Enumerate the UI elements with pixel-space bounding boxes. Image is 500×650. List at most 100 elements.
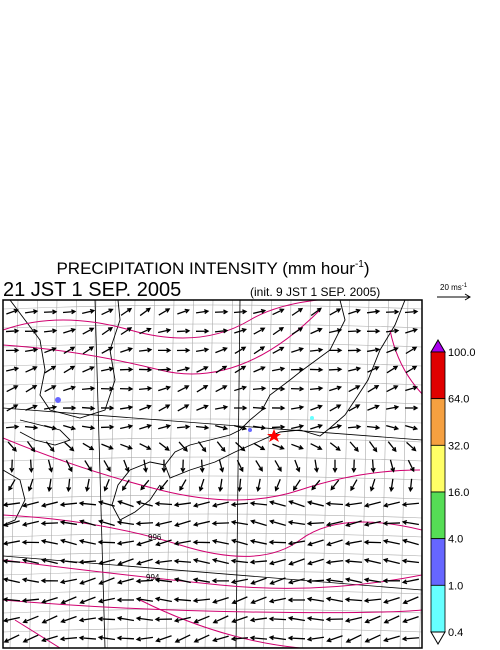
major-grid-line [94,300,106,648]
grid-line [3,627,422,633]
wind-arrow [271,424,286,430]
wind-arrow [196,404,209,411]
wind-arrow [294,459,301,473]
wind-arrow [157,366,172,372]
wind-arrow [43,309,58,315]
wind-arrow [307,558,324,566]
wind-arrow [216,441,226,453]
reference-vector-label: 20 ms-1 [440,283,468,292]
wind-arrow [25,366,38,373]
wind-arrow [59,502,78,507]
wind-arrow [309,367,324,373]
wind-arrow [63,327,77,334]
grid-line [3,589,422,595]
wind-arrow [234,365,247,374]
wind-arrow [287,635,306,641]
wind-arrow [366,309,381,315]
wind-arrow [63,346,76,355]
wind-arrow [274,460,282,472]
wind-arrow [382,520,401,526]
wind-arrow [59,636,78,642]
wind-arrow [211,558,229,565]
wind-arrow [237,478,243,493]
wind-arrow [27,478,34,492]
wind-arrow [328,328,343,334]
wind-arrow [344,616,362,623]
wind-arrow [40,539,58,545]
wind-arrow [231,596,248,605]
wind-arrow [63,424,77,431]
wind-arrow [22,634,39,643]
wind-arrow [235,441,246,452]
wind-arrow [82,308,96,315]
wind-arrow [177,366,191,372]
wind-arrow [82,442,95,451]
wind-arrow [407,459,415,473]
wind-arrow [24,309,39,315]
grid-line [243,300,253,648]
wind-arrow [196,366,209,373]
wind-arrow [103,460,111,472]
wind-arrow [5,328,20,334]
wind-arrow [348,404,361,412]
wind-arrow [287,578,305,585]
wind-arrow [193,634,210,643]
isobar [139,599,301,648]
wind-arrow [65,459,73,473]
colorbar-label: 32.0 [448,440,469,452]
wind-arrow [249,501,268,506]
wind-arrow [211,538,229,545]
wind-arrow [329,404,342,412]
wind-arrow [154,616,173,622]
wind-arrow [21,539,40,545]
wind-arrow [212,597,229,604]
wind-arrow [269,577,286,585]
wind-arrow [211,520,230,526]
wind-arrow [310,423,323,430]
grid-line [224,300,233,648]
wind-arrow [78,501,97,506]
wind-arrow [344,597,363,603]
wind-arrow [325,559,344,565]
grid-line [3,399,422,405]
wind-arrow [290,386,305,392]
wind-arrow [79,577,96,585]
wind-arrow [100,424,115,430]
wind-arrow [363,539,382,545]
grid-line [29,300,38,648]
grid-line [87,300,97,648]
wind-arrow [215,365,228,374]
reference-arrow [437,293,471,301]
wind-arrow [329,385,343,392]
wind-arrow [3,540,20,546]
wind-arrow [121,479,130,491]
wind-arrow [177,385,190,393]
wind-arrow [382,538,400,545]
wind-arrow [268,635,287,641]
major-grid-line [3,407,422,441]
wind-arrow [382,558,400,565]
wind-arrow [249,538,267,545]
colorbar-segment [430,351,446,400]
wind-arrow [386,365,399,374]
colorbar-segment [430,584,446,633]
wind-arrow [287,615,306,622]
init-time: (init. 9 JST 1 SEP. 2005) [250,285,380,299]
wind-arrow [6,366,20,372]
isobar [3,300,420,339]
wind-arrow [230,538,248,546]
map-frame [2,299,423,649]
wind-arrow [117,558,134,566]
title-superscript: -1 [355,259,364,270]
wind-arrow [5,347,20,353]
wind-arrow [401,636,420,642]
wind-arrow [306,500,324,507]
isobar [3,437,421,501]
wind-arrow [79,596,96,605]
wind-arrow [310,443,323,450]
coastline [164,300,406,479]
coastline [9,300,121,419]
wind-arrow [401,578,419,585]
wind-arrow [252,405,267,411]
wind-arrow [287,597,306,603]
